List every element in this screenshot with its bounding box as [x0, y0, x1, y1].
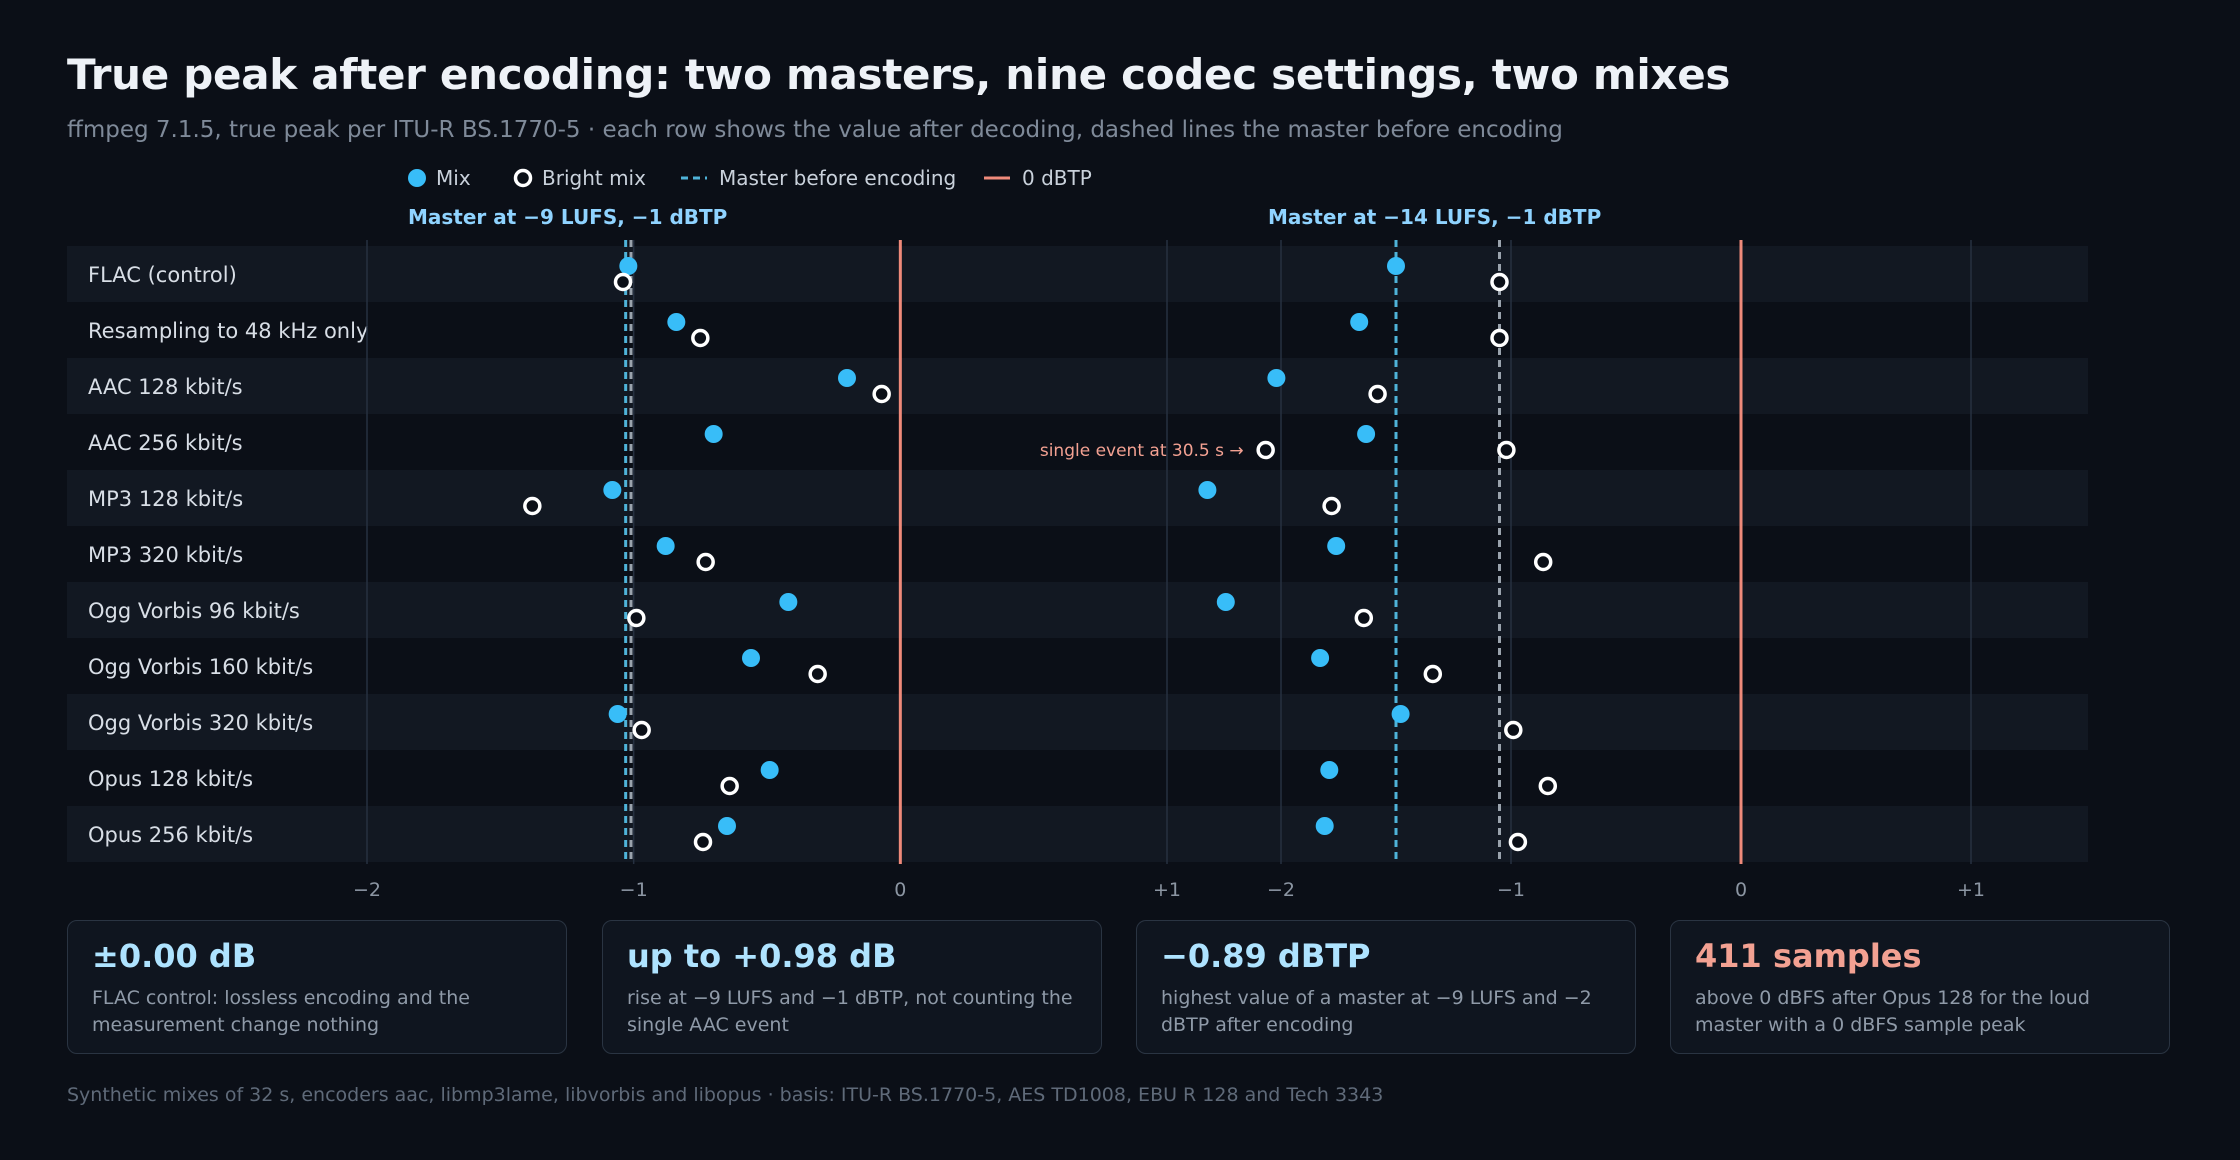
- mix-dot: [742, 649, 760, 667]
- bright-mix-ring: [1354, 608, 1374, 628]
- bright-mix-ring: [720, 776, 739, 796]
- legend-label: Mix: [436, 166, 471, 190]
- panel-title: Master at −9 LUFS, −1 dBTP: [408, 205, 727, 229]
- mix-dot: [1357, 425, 1376, 443]
- page-title: True peak after encoding: two masters, n…: [67, 50, 1731, 99]
- bright-mix-ring: [1368, 384, 1387, 404]
- row-label: Opus 128 kbit/s: [88, 767, 253, 791]
- mix-dot: [1327, 537, 1346, 555]
- mix-dot: [838, 369, 856, 387]
- row-label: MP3 128 kbit/s: [88, 487, 243, 511]
- mix-dot: [1198, 481, 1217, 499]
- mix-dot: [1315, 817, 1334, 835]
- bright-mix-ring: [693, 832, 713, 852]
- bright-mix-ring: [523, 496, 542, 516]
- row-label: Opus 256 kbit/s: [88, 823, 253, 847]
- bright-mix-ring: [1497, 440, 1516, 460]
- mix-dot: [667, 313, 686, 331]
- row-band: [67, 806, 2088, 862]
- row-label: AAC 256 kbit/s: [88, 431, 243, 455]
- card-value: 411 samples: [1695, 937, 1922, 975]
- mix-dot: [619, 257, 638, 275]
- footer-note: Synthetic mixes of 32 s, encoders aac, l…: [67, 1084, 1384, 1106]
- card-value: ±0.00 dB: [92, 937, 257, 975]
- row-band: [67, 470, 2088, 526]
- row-band: [67, 694, 2088, 750]
- mix-dot: [608, 705, 627, 723]
- bright-mix-ring: [1538, 776, 1558, 796]
- mix-dot: [1391, 705, 1410, 723]
- summary-card-rise: up to +0.98 dB rise at −9 LUFS and −1 dB…: [602, 920, 1102, 1054]
- summary-card-samples: 411 samples above 0 dBFS after Opus 128 …: [1670, 920, 2170, 1054]
- summary-cards: ±0.00 dB FLAC control: lossless encoding…: [67, 920, 2173, 1056]
- x-tick-label: +1: [1153, 879, 1181, 900]
- row-label: FLAC (control): [88, 263, 237, 287]
- row-label: Ogg Vorbis 320 kbit/s: [88, 711, 313, 735]
- bright-mix-ring: [808, 664, 827, 684]
- legend-label: Bright mix: [542, 166, 646, 190]
- page-subtitle: ffmpeg 7.1.5, true peak per ITU-R BS.177…: [67, 117, 1563, 143]
- panel-title: Master at −14 LUFS, −1 dBTP: [1268, 205, 1601, 229]
- bright-mix-ring: [627, 608, 646, 628]
- row-label: Resampling to 48 kHz only: [88, 319, 368, 343]
- mix-dot: [760, 761, 779, 779]
- bright-mix-ring: [1508, 832, 1528, 852]
- row-label: AAC 128 kbit/s: [88, 375, 243, 399]
- row-band: [67, 246, 2088, 302]
- x-tick-label: 0: [1735, 879, 1747, 900]
- bright-mix-ring: [1322, 496, 1341, 516]
- bright-mix-ring: [691, 328, 710, 348]
- bright-mix-ring: [1490, 272, 1509, 292]
- x-tick-label: +1: [1957, 879, 1985, 900]
- mix-dot: [1350, 313, 1369, 331]
- mix-dot: [779, 593, 798, 611]
- card-description: FLAC control: lossless encoding and the …: [92, 987, 470, 1036]
- bright-mix-ring: [1504, 720, 1523, 740]
- mix-dot: [704, 425, 723, 443]
- bright-mix-ring: [1533, 552, 1553, 572]
- card-description: rise at −9 LUFS and −1 dBTP, not countin…: [627, 987, 1073, 1036]
- legend-bright-marker: [513, 168, 533, 188]
- row-label: MP3 320 kbit/s: [88, 543, 243, 567]
- card-description: above 0 dBFS after Opus 128 for the loud…: [1695, 987, 2090, 1036]
- mix-dot: [1311, 649, 1330, 667]
- summary-card-highest: −0.89 dBTP highest value of a master at …: [1136, 920, 1636, 1054]
- bright-mix-ring: [696, 552, 715, 572]
- x-tick-label: −1: [1497, 879, 1525, 900]
- card-value: up to +0.98 dB: [627, 937, 897, 975]
- legend-label: Master before encoding: [719, 166, 956, 190]
- bright-mix-ring: [632, 720, 651, 740]
- mix-dot: [1387, 257, 1405, 275]
- x-tick-label: −2: [353, 879, 381, 900]
- card-description: highest value of a master at −9 LUFS and…: [1161, 987, 1592, 1036]
- annotation-label: single event at 30.5 s →: [1040, 441, 1244, 461]
- legend-mix-marker: [408, 169, 426, 187]
- mix-dot: [1267, 369, 1286, 387]
- mix-dot: [1320, 761, 1339, 779]
- mix-dot: [656, 537, 675, 555]
- legend-label: 0 dBTP: [1022, 166, 1092, 190]
- row-label: Ogg Vorbis 160 kbit/s: [88, 655, 313, 679]
- row-band: [67, 582, 2088, 638]
- bright-mix-ring: [613, 272, 633, 292]
- summary-card-flac: ±0.00 dB FLAC control: lossless encoding…: [67, 920, 567, 1054]
- bright-mix-ring: [1256, 440, 1275, 460]
- x-tick-label: 0: [894, 879, 906, 900]
- x-tick-label: −1: [620, 879, 648, 900]
- mix-dot: [603, 481, 622, 499]
- card-value: −0.89 dBTP: [1161, 937, 1371, 975]
- row-band: [67, 358, 2088, 414]
- dot-plot-chart: FLAC (control) Resampling to 48 kHz only A…: [67, 166, 2088, 900]
- bright-mix-ring: [1490, 328, 1509, 348]
- bright-mix-ring: [1423, 664, 1443, 684]
- bright-mix-ring: [872, 384, 891, 404]
- mix-dot: [718, 817, 736, 835]
- row-label: Ogg Vorbis 96 kbit/s: [88, 599, 300, 623]
- mix-dot: [1216, 593, 1235, 611]
- x-tick-label: −2: [1267, 879, 1295, 900]
